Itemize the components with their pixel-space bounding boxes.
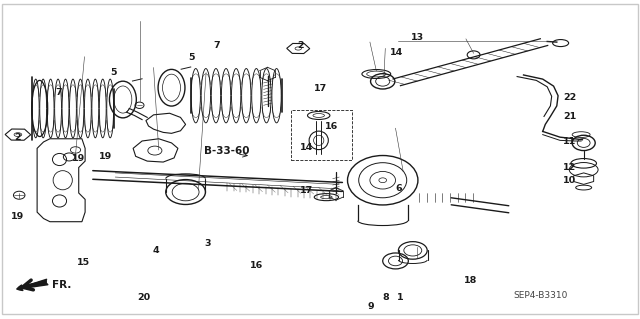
Text: 21: 21 — [563, 112, 577, 121]
Text: 22: 22 — [563, 93, 577, 102]
Text: 17: 17 — [314, 84, 327, 93]
Text: 20: 20 — [138, 293, 151, 302]
Text: 17: 17 — [300, 186, 313, 195]
Text: 19: 19 — [99, 152, 112, 161]
Text: 16: 16 — [325, 122, 339, 131]
Text: 9: 9 — [368, 302, 374, 311]
Text: FR.: FR. — [52, 279, 72, 290]
Text: 1: 1 — [397, 293, 403, 302]
Text: 14: 14 — [300, 143, 313, 152]
Text: 2: 2 — [298, 41, 304, 50]
Text: 18: 18 — [464, 276, 477, 285]
Text: 8: 8 — [383, 293, 390, 302]
Text: 10: 10 — [563, 176, 577, 185]
Text: 14: 14 — [390, 48, 403, 57]
Text: 5: 5 — [189, 53, 195, 62]
Bar — [291, 110, 352, 160]
Text: 5: 5 — [111, 68, 117, 77]
Text: 11: 11 — [563, 137, 577, 146]
Text: 12: 12 — [563, 163, 577, 172]
Text: 13: 13 — [411, 33, 424, 42]
Text: 2: 2 — [15, 133, 21, 142]
Text: B-33-60: B-33-60 — [204, 145, 250, 156]
Text: 7: 7 — [213, 41, 220, 50]
Text: 19: 19 — [12, 212, 24, 221]
Text: 7: 7 — [56, 88, 62, 97]
Text: 15: 15 — [77, 258, 90, 267]
Text: 3: 3 — [205, 239, 211, 248]
Text: SEP4-B3310: SEP4-B3310 — [514, 291, 568, 300]
Text: 19: 19 — [72, 154, 84, 163]
Text: 16: 16 — [250, 261, 263, 270]
Text: 4: 4 — [152, 246, 159, 255]
Text: 6: 6 — [396, 184, 402, 193]
